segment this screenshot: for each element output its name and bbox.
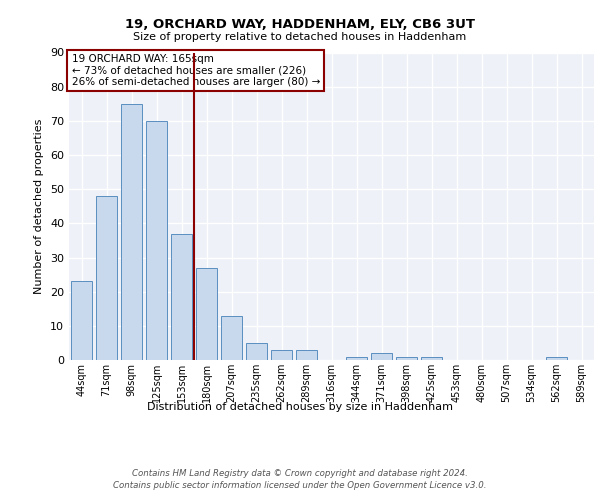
Text: Contains HM Land Registry data © Crown copyright and database right 2024.
Contai: Contains HM Land Registry data © Crown c… (113, 468, 487, 490)
Bar (96, 196, 117, 360)
Bar (221, 316, 242, 360)
Bar (71, 282, 92, 360)
Bar (246, 343, 267, 360)
Bar (171, 234, 192, 360)
Text: Size of property relative to detached houses in Haddenham: Size of property relative to detached ho… (133, 32, 467, 42)
Text: Distribution of detached houses by size in Haddenham: Distribution of detached houses by size … (147, 402, 453, 412)
Bar (146, 121, 167, 360)
Text: 19, ORCHARD WAY, HADDENHAM, ELY, CB6 3UT: 19, ORCHARD WAY, HADDENHAM, ELY, CB6 3UT (125, 18, 475, 30)
Bar (421, 356, 442, 360)
Bar (371, 353, 392, 360)
Bar (396, 356, 417, 360)
Bar (546, 356, 567, 360)
Bar (296, 350, 317, 360)
Bar (121, 104, 142, 360)
Y-axis label: Number of detached properties: Number of detached properties (34, 118, 44, 294)
Text: 19 ORCHARD WAY: 165sqm
← 73% of detached houses are smaller (226)
26% of semi-de: 19 ORCHARD WAY: 165sqm ← 73% of detached… (71, 54, 320, 87)
Bar (196, 268, 217, 360)
Bar (271, 350, 292, 360)
Bar (346, 356, 367, 360)
